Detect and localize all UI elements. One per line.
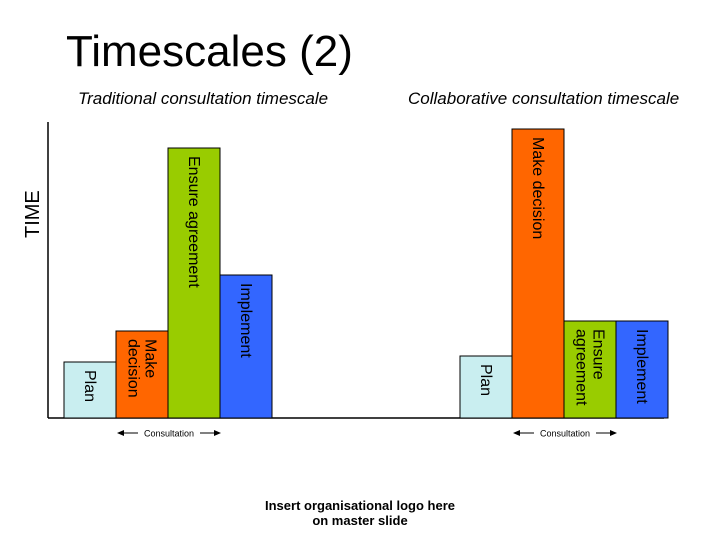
bar-label-ensure-agreement: Ensure agreement <box>185 156 202 288</box>
bar-label-make-decision: Make decision <box>529 137 546 239</box>
bar-label-implement: Implement <box>237 283 254 358</box>
slide-title: Timescales (2) <box>66 27 353 76</box>
logo-placeholder-text: Insert organisational logo here on maste… <box>240 498 480 528</box>
bar-traditional-ensure-agreement <box>167 147 221 419</box>
bar-collaborative-make-decision <box>511 128 565 419</box>
bar-traditional-make-decision <box>115 330 169 419</box>
bar-traditional-implement <box>219 274 273 419</box>
bar-label-plan: Plan <box>81 370 98 402</box>
bar-collaborative-ensure-agreement <box>563 320 617 419</box>
logo-text-line-1: Insert organisational logo here <box>265 498 455 513</box>
bar-label-make-decision: Makedecision <box>125 339 159 398</box>
traditional-subtitle: Traditional consultation timescale <box>78 89 329 108</box>
bar-traditional-plan <box>63 361 117 419</box>
bar-collaborative-plan <box>459 355 513 419</box>
bar-label-implement: Implement <box>633 329 650 404</box>
bar-label-ensure-agreement: Ensureagreement <box>573 329 607 406</box>
bar-label-plan: Plan <box>477 364 494 396</box>
consultation-label-background <box>138 427 200 439</box>
consultation-label-background <box>534 427 596 439</box>
consultation-span-label: Consultation <box>144 429 194 439</box>
collaborative-subtitle: Collaborative consultation timescale <box>408 89 680 108</box>
consultation-span-label: Consultation <box>540 429 590 439</box>
logo-text-line-2: on master slide <box>312 513 408 528</box>
bar-collaborative-implement <box>615 320 669 419</box>
